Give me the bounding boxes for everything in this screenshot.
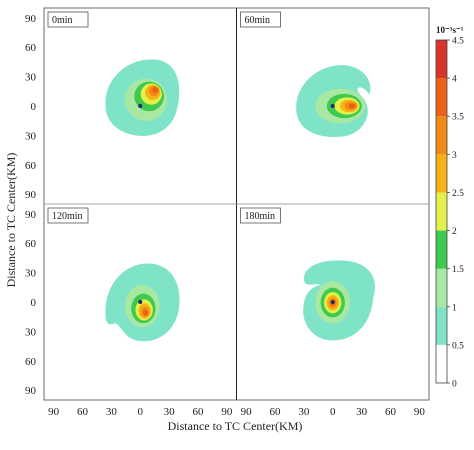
colorbar-tick-label: 0.5 <box>452 341 464 351</box>
colorbar-segment <box>436 230 447 269</box>
y-tick-label: 90 <box>25 189 37 201</box>
x-tick-label: 60 <box>385 406 397 418</box>
colorbar-segment <box>436 78 447 117</box>
y-tick-label: 90 <box>25 209 37 221</box>
panel-label-box <box>240 207 281 224</box>
x-tick-label: 0 <box>330 406 336 418</box>
x-tick-label: 60 <box>270 406 282 418</box>
colorbar-tick-label: 2 <box>452 227 457 237</box>
panel-label: 60min <box>245 15 271 26</box>
panel-label-box <box>47 11 89 28</box>
y-tick-label: 30 <box>25 326 37 338</box>
colorbar-tick-label: 0 <box>452 380 457 390</box>
x-tick-label: 90 <box>48 406 60 418</box>
panel-label-box <box>240 11 281 28</box>
y-tick-label: 30 <box>25 72 37 84</box>
y-tick-label: 60 <box>25 42 37 54</box>
y-tick-label: 90 <box>25 385 37 397</box>
x-tick-label: 60 <box>77 406 89 418</box>
contour-level-6 <box>152 87 159 93</box>
x-tick-label: 60 <box>193 406 205 418</box>
colorbar-unit: 10⁻³s⁻¹ <box>436 25 464 35</box>
panel-label: 0min <box>52 15 73 26</box>
panel-label: 180min <box>245 211 276 222</box>
colorbar-tick-label: 4.5 <box>452 37 464 47</box>
tc-center-dot <box>330 104 335 108</box>
x-tick-label: 30 <box>356 406 368 418</box>
y-tick-label: 30 <box>25 268 37 280</box>
colorbar-tick-label: 1 <box>452 303 457 313</box>
contour-level-6 <box>143 309 148 316</box>
y-tick-label: 60 <box>25 160 37 172</box>
tc-center-dot <box>138 104 143 108</box>
colorbar-segment <box>436 192 447 231</box>
colorbar-tick-label: 4 <box>452 75 457 85</box>
colorbar-segment <box>436 40 447 79</box>
tc-center-dot <box>138 300 143 304</box>
colorbar-segment <box>436 344 447 383</box>
y-tick-label: 60 <box>25 238 37 250</box>
colorbar-tick-label: 3 <box>452 151 457 161</box>
panel-4: 180min <box>236 204 429 400</box>
colorbar-segment <box>436 306 447 345</box>
y-tick-label: 0 <box>31 101 37 113</box>
x-tick-label: 30 <box>106 406 118 418</box>
contour-level-6 <box>348 103 356 109</box>
panel-1: 0min <box>44 8 237 204</box>
colorbar-segment <box>436 154 447 193</box>
y-tick-label: 30 <box>25 130 37 142</box>
x-tick-label: 90 <box>221 406 233 418</box>
y-axis-title: Distance to TC Center(KM) <box>4 153 18 288</box>
x-tick-label: 90 <box>241 406 253 418</box>
panels-group: 0min 60min 120min 180min <box>44 8 429 400</box>
tc-center-dot <box>330 300 335 304</box>
ticks-group: 90 60 30 0 30 60 90 90 60 30 0 30 60 90 90 60 30 0 30 60 90 9… <box>25 13 425 418</box>
colorbar-segment <box>436 116 447 155</box>
x-tick-label: 90 <box>414 406 426 418</box>
panel-2: 60min <box>236 8 429 204</box>
panel-label: 120min <box>52 211 83 222</box>
y-tick-label: 0 <box>31 297 37 309</box>
y-tick-label: 60 <box>25 356 37 368</box>
colorbar-tick-label: 3.5 <box>452 113 464 123</box>
x-tick-label: 30 <box>164 406 176 418</box>
colorbar: 10⁻³s⁻¹ 0 0.5 1 1.5 2 2.5 3 3.5 4 4.5 <box>435 25 464 390</box>
colorbar-tick-label: 2.5 <box>452 189 464 199</box>
panel-3: 120min <box>44 204 237 400</box>
x-axis-title: Distance to TC Center(KM) <box>168 419 303 433</box>
x-tick-label: 30 <box>298 406 310 418</box>
colorbar-frame <box>435 39 448 384</box>
panel-label-box <box>47 207 89 224</box>
y-tick-label: 90 <box>25 13 37 25</box>
colorbar-tick-label: 1.5 <box>452 265 464 275</box>
x-tick-label: 0 <box>138 406 144 418</box>
colorbar-segment <box>436 268 447 307</box>
